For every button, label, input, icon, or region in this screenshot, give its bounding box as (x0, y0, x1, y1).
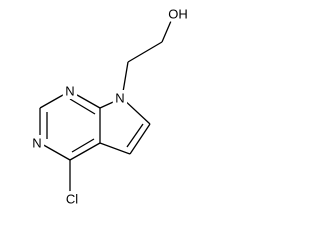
atom-label: OH (168, 7, 188, 22)
bond (69, 90, 101, 109)
bonds (39, 13, 175, 195)
structure-diagram: OH N N N Cl (32, 6, 188, 207)
bond (161, 13, 175, 43)
bond (69, 98, 96, 115)
bond (69, 142, 101, 161)
bond (99, 142, 131, 155)
bond (71, 138, 95, 153)
atom-label: N (115, 91, 124, 106)
bond (39, 90, 71, 109)
atom-label: N (65, 84, 74, 99)
bond (129, 123, 151, 155)
atom-label: Cl (66, 192, 78, 207)
bond (121, 97, 151, 125)
page: OH N N N Cl (() => { const data = JSON.p… (32, 6, 188, 207)
bond (127, 41, 163, 63)
bond (39, 142, 71, 161)
bond (121, 61, 129, 99)
bond (99, 97, 123, 109)
bond (126, 123, 144, 148)
atom-label: N (32, 136, 41, 151)
